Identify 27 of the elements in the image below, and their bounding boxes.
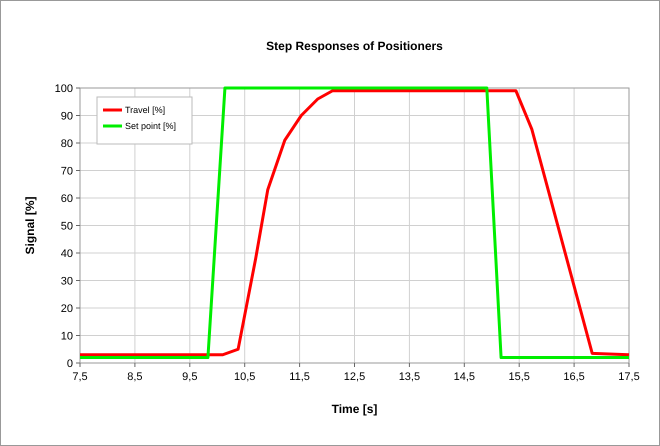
y-tick-label: 50 <box>60 220 73 232</box>
y-tick-label: 20 <box>60 303 73 315</box>
y-tick-label: 30 <box>60 276 73 288</box>
x-tick-label: 9,5 <box>182 371 198 383</box>
x-tick-label: 14,5 <box>454 371 476 383</box>
legend-label: Set point [%] <box>125 121 176 131</box>
x-tick-label: 13,5 <box>398 371 420 383</box>
x-tick-label: 8,5 <box>127 371 143 383</box>
y-axis-title: Signal [%] <box>23 196 37 255</box>
x-tick-label: 7,5 <box>72 371 88 383</box>
y-tick-label: 40 <box>60 248 73 260</box>
chart-title: Step Responses of Positioners <box>266 39 444 53</box>
x-tick-label: 10,5 <box>234 371 256 383</box>
x-tick-label: 15,5 <box>508 371 530 383</box>
x-axis-title: Time [s] <box>332 402 378 416</box>
y-tick-label: 0 <box>66 358 73 370</box>
x-tick-label: 16,5 <box>563 371 585 383</box>
y-tick-label: 10 <box>60 330 73 342</box>
x-tick-label: 12,5 <box>344 371 366 383</box>
y-tick-label: 60 <box>60 193 73 205</box>
y-tick-label: 80 <box>60 138 73 150</box>
y-tick-label: 70 <box>60 166 73 178</box>
y-tick-label: 100 <box>54 83 73 95</box>
x-tick-label: 17,5 <box>618 371 640 383</box>
legend-label: Travel [%] <box>125 105 166 115</box>
y-tick-label: 90 <box>60 110 73 122</box>
x-tick-label: 11,5 <box>289 371 310 383</box>
